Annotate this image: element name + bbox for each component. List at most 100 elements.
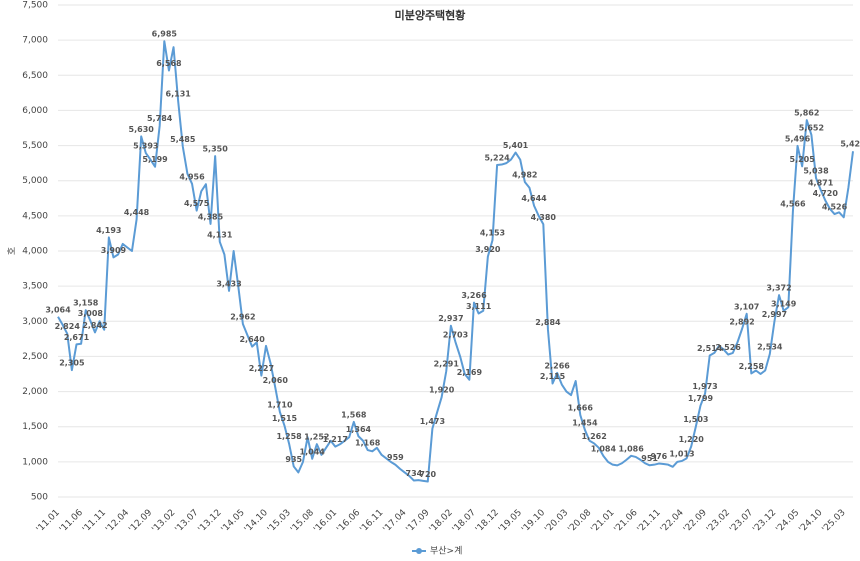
x-tick-label: '16.06 (335, 508, 362, 535)
data-label: 2,291 (434, 360, 460, 369)
data-label: 6,568 (156, 59, 182, 68)
x-tick-label: '24.10 (797, 508, 824, 535)
y-axis-label: 호 (7, 247, 18, 255)
y-tick-label: 7,500 (22, 1, 48, 11)
x-tick-label: '22.04 (659, 508, 686, 535)
x-tick-label: '18.12 (474, 508, 501, 535)
x-tick-label: '20.03 (543, 508, 570, 535)
data-label: 935 (285, 455, 302, 464)
data-label: 1,710 (267, 400, 293, 409)
x-tick-label: '15.03 (266, 508, 293, 535)
x-tick-label: '18.07 (451, 508, 478, 535)
x-tick-label: '17.09 (405, 508, 432, 535)
data-label: 3,111 (466, 302, 492, 311)
data-label: 2,060 (263, 376, 289, 385)
y-tick-label: 6,000 (22, 106, 48, 116)
data-label: 1,973 (692, 382, 717, 391)
data-label: 2,514 (697, 344, 723, 353)
x-tick-label: '12.04 (104, 508, 131, 535)
x-tick-label: '19.05 (497, 508, 524, 535)
data-label: 4,448 (124, 208, 150, 217)
data-label: 2,227 (249, 364, 274, 373)
data-label: 4,153 (480, 229, 505, 238)
data-label: 2,526 (716, 343, 742, 352)
data-label: 5,496 (785, 134, 811, 143)
data-label: 2,534 (757, 343, 783, 352)
x-tick-label: '12.09 (127, 508, 154, 535)
x-tick-label: '23.12 (751, 508, 778, 535)
data-label: 1,084 (591, 444, 617, 453)
data-label: 5,393 (133, 142, 158, 151)
data-label: 3,064 (45, 305, 71, 314)
x-tick-label: '11.11 (81, 508, 108, 535)
x-tick-label: '11.01 (35, 508, 62, 535)
x-tick-label: '13.07 (174, 508, 201, 535)
data-label: 1,473 (420, 417, 445, 426)
data-label: 4,193 (96, 226, 121, 235)
data-label: 2,640 (239, 335, 265, 344)
data-label: 1,258 (276, 432, 302, 441)
data-label: 2,115 (540, 372, 566, 381)
data-label: 3,158 (73, 299, 99, 308)
data-label: 5,630 (129, 125, 155, 134)
y-tick-label: 3,500 (22, 282, 48, 292)
line (57, 40, 854, 483)
data-label: 1,454 (572, 418, 598, 427)
y-tick-label: 5,500 (22, 141, 48, 151)
x-tick-label: '24.05 (774, 508, 801, 535)
data-label: 4,575 (184, 199, 210, 208)
data-label: 5,420 (840, 140, 860, 149)
data-label: 2,258 (739, 362, 765, 371)
data-label: 4,526 (822, 203, 848, 212)
x-tick-label: '16.11 (358, 508, 385, 535)
data-label: 959 (387, 453, 404, 462)
y-tick-label: 500 (31, 493, 48, 503)
data-label: 4,720 (813, 189, 839, 198)
data-label: 5,350 (202, 145, 228, 154)
x-tick-label: '21.06 (613, 508, 640, 535)
data-label: 5,784 (147, 114, 173, 123)
data-label: 2,937 (438, 314, 463, 323)
data-label: 3,372 (766, 284, 791, 293)
data-label: 4,644 (521, 194, 547, 203)
data-label: 1,217 (323, 435, 348, 444)
data-label: 1,364 (346, 425, 372, 434)
data-label: 5,862 (794, 109, 819, 118)
data-label: 1,013 (669, 449, 694, 458)
y-tick-label: 3,000 (22, 317, 48, 327)
data-label: 2,266 (545, 361, 571, 370)
data-label: 1,252 (304, 433, 329, 442)
data-label: 2,671 (64, 333, 90, 342)
data-label: 4,385 (198, 212, 224, 221)
data-label: 1,168 (355, 439, 381, 448)
data-label: 2,884 (535, 318, 561, 327)
data-label: 2,169 (457, 368, 483, 377)
data-label: 4,871 (808, 178, 834, 187)
x-tick-label: '13.02 (150, 508, 177, 535)
x-tick-label: '11.06 (58, 508, 85, 535)
data-label: 976 (651, 452, 668, 461)
data-label: 720 (419, 470, 436, 479)
data-label: 4,956 (179, 172, 205, 181)
y-tick-label: 6,500 (22, 71, 48, 81)
data-label: 2,824 (55, 322, 81, 331)
x-tick-label: '15.08 (289, 508, 316, 535)
y-tick-label: 4,500 (22, 211, 48, 221)
data-label: 2,892 (729, 317, 754, 326)
x-tick-label: '20.08 (566, 508, 593, 535)
data-label: 5,199 (142, 155, 168, 164)
data-label: 3,920 (475, 245, 501, 254)
data-label: 4,380 (531, 213, 557, 222)
data-label: 1,503 (683, 415, 708, 424)
data-label: 5,224 (484, 153, 510, 162)
data-label: 4,982 (512, 170, 537, 179)
data-label: 1,568 (341, 410, 367, 419)
legend-label: 부산>계 (430, 545, 462, 557)
x-tick-label: '25.03 (821, 508, 848, 535)
data-label: 5,205 (790, 155, 816, 164)
x-tick-label: '13.12 (197, 508, 224, 535)
data-label: 1,086 (618, 444, 644, 453)
data-label: 5,485 (170, 135, 196, 144)
x-tick-label: '14.10 (243, 508, 270, 535)
